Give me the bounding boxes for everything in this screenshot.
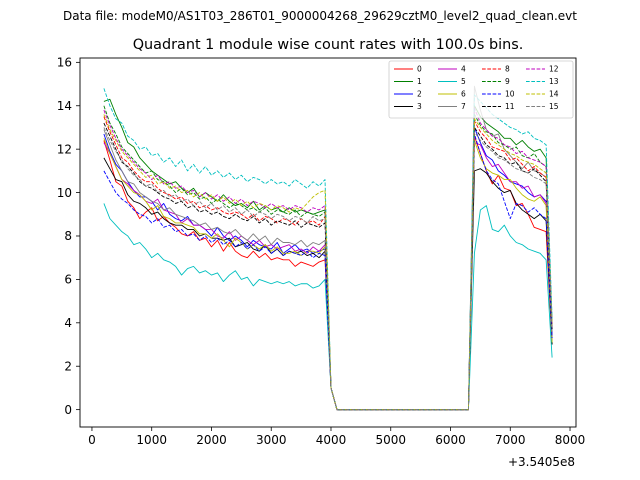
legend-label: 15 xyxy=(549,102,559,111)
series-line-5 xyxy=(103,203,553,411)
series-line-9 xyxy=(103,105,553,411)
legend-label: 1 xyxy=(417,77,422,86)
legend-label: 4 xyxy=(461,65,466,74)
legend-label: 6 xyxy=(461,90,466,99)
y-tick-label: 4 xyxy=(64,316,72,330)
plot-frame xyxy=(79,57,577,428)
axes-layer: 0 1000 2000 3000 4000 5000 6000 7000 80000246810… xyxy=(57,56,586,447)
y-tick-label: 14 xyxy=(57,99,72,113)
x-tick-label: 5000 xyxy=(375,433,406,447)
legend-label: 3 xyxy=(417,102,422,111)
legend-label: 8 xyxy=(505,65,510,74)
x-tick-label: 2000 xyxy=(196,433,227,447)
y-tick-label: 12 xyxy=(57,142,72,156)
file-suptitle: Data file: modeM0/AS1T03_286T01_90000042… xyxy=(63,9,577,23)
legend-label: 9 xyxy=(505,77,510,86)
x-offset-label: +3.5405e8 xyxy=(508,455,575,469)
legend-label: 13 xyxy=(549,77,559,86)
y-tick-label: 6 xyxy=(64,273,72,287)
chart-title: Quadrant 1 module wise count rates with … xyxy=(133,37,524,53)
x-tick-label: 6000 xyxy=(435,433,466,447)
x-tick-label: 0 xyxy=(88,433,96,447)
y-tick-label: 2 xyxy=(64,359,72,373)
series-line-13 xyxy=(103,88,553,411)
legend-label: 12 xyxy=(549,65,559,74)
series-line-10 xyxy=(103,133,553,411)
legend-label: 0 xyxy=(417,65,422,74)
x-tick-label: 3000 xyxy=(256,433,287,447)
series-line-7 xyxy=(103,85,553,411)
y-tick-label: 0 xyxy=(64,403,72,417)
x-tick-label: 1000 xyxy=(136,433,167,447)
series-line-1 xyxy=(103,98,553,411)
series-line-12 xyxy=(103,107,553,411)
series-line-15 xyxy=(103,127,553,411)
legend-box xyxy=(388,60,574,119)
legend-label: 5 xyxy=(461,77,466,86)
legend-label: 10 xyxy=(505,90,515,99)
legend-label: 7 xyxy=(461,102,466,111)
x-tick-label: 8000 xyxy=(555,433,586,447)
series-layer xyxy=(103,85,553,411)
x-tick-label: 7000 xyxy=(495,433,526,447)
x-tick-label: 4000 xyxy=(316,433,347,447)
y-tick-label: 10 xyxy=(57,186,72,200)
series-line-14 xyxy=(103,114,553,411)
y-tick-label: 8 xyxy=(64,229,72,243)
y-tick-label: 16 xyxy=(57,56,72,70)
legend-label: 2 xyxy=(417,90,422,99)
legend-label: 14 xyxy=(549,90,559,99)
legend-label: 11 xyxy=(505,102,515,111)
